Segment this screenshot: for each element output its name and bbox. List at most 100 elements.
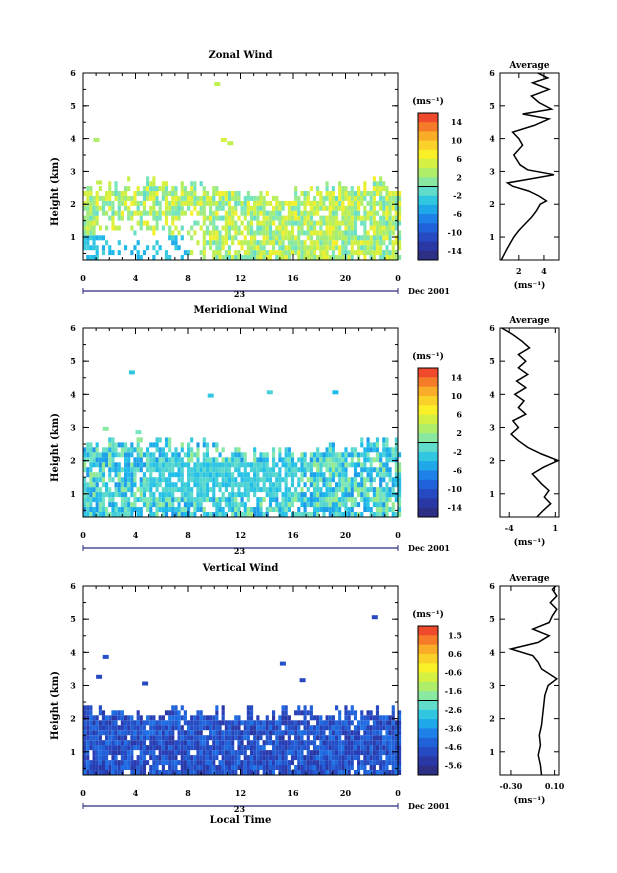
- data-cell: [294, 735, 298, 741]
- data-cell: [319, 507, 323, 512]
- panel-title: Vertical Wind: [202, 563, 279, 574]
- data-cell: [237, 730, 241, 736]
- data-cell: [313, 205, 317, 211]
- data-cell: [120, 720, 124, 726]
- data-cell: [111, 497, 115, 503]
- data-cell: [240, 730, 244, 736]
- data-cell: [350, 205, 354, 211]
- data-cell: [174, 447, 178, 453]
- data-cell: [372, 205, 376, 211]
- data-cell: [294, 200, 298, 206]
- data-cell: [108, 215, 112, 221]
- data-cell: [136, 186, 140, 192]
- data-cell: [382, 740, 386, 746]
- data-cell: [221, 760, 225, 766]
- data-cell: [294, 740, 298, 746]
- data-cell: [303, 457, 307, 463]
- data-cell: [155, 442, 159, 448]
- data-cell: [221, 462, 225, 468]
- data-cell: [335, 240, 339, 246]
- x-tick-label: 0: [395, 530, 401, 540]
- data-cell: [335, 770, 339, 775]
- data-cell: [142, 452, 147, 458]
- data-field: [83, 615, 402, 775]
- data-cell: [369, 195, 373, 201]
- data-cell: [253, 725, 257, 731]
- data-cell: [300, 467, 304, 473]
- colorbar-segment: [418, 626, 438, 636]
- data-cell: [205, 492, 210, 498]
- data-cell: [202, 255, 206, 260]
- data-cell: [168, 482, 172, 488]
- data-cell: [335, 487, 339, 493]
- data-cell: [92, 255, 96, 260]
- data-cell: [155, 191, 159, 196]
- data-cell: [328, 730, 332, 736]
- data-cell: [375, 735, 380, 741]
- average-y-tick-label: 2: [489, 456, 495, 466]
- data-cell: [127, 755, 131, 761]
- data-cell: [360, 765, 364, 770]
- data-cell: [183, 765, 187, 770]
- data-cell: [388, 492, 392, 498]
- data-cell: [262, 472, 266, 478]
- data-cell: [183, 740, 187, 746]
- colorbar-tick-label: 10: [451, 136, 463, 146]
- data-cell: [86, 710, 90, 716]
- data-cell: [202, 437, 206, 443]
- data-cell: [341, 191, 345, 196]
- data-cell: [205, 482, 210, 488]
- data-cell: [319, 472, 323, 478]
- data-cell: [240, 497, 244, 503]
- x-axis-label: Local Time: [210, 815, 272, 826]
- data-cell: [215, 215, 219, 221]
- colorbar-tick-label: -2: [453, 447, 462, 457]
- data-cell: [108, 720, 112, 726]
- data-cell: [117, 225, 121, 231]
- data-cell: [313, 225, 317, 231]
- data-cell: [297, 750, 301, 756]
- data-cell: [275, 755, 279, 761]
- data-cell: [353, 755, 358, 761]
- data-cell: [130, 467, 134, 473]
- data-cell: [335, 467, 339, 473]
- data-cell: [221, 750, 225, 756]
- data-cell: [95, 750, 99, 756]
- data-cell: [205, 200, 210, 206]
- data-cell: [120, 765, 124, 770]
- data-cell: [243, 512, 247, 517]
- panel-title: Zonal Wind: [208, 50, 272, 61]
- data-cell: [253, 240, 257, 246]
- colorbar-segment: [418, 663, 438, 674]
- data-cell: [353, 740, 358, 746]
- data-cell: [306, 720, 310, 726]
- data-cell: [319, 745, 323, 751]
- data-cell: [89, 715, 93, 721]
- data-cell: [146, 497, 150, 503]
- data-cell: [231, 462, 235, 468]
- data-cell: [111, 755, 115, 761]
- data-cell: [190, 720, 194, 726]
- data-cell: [275, 740, 279, 746]
- data-cell: [101, 770, 106, 775]
- data-cell: [114, 750, 118, 756]
- data-cell: [363, 730, 367, 736]
- data-cell: [124, 760, 128, 766]
- data-cell: [114, 452, 118, 458]
- data-cell: [306, 467, 310, 473]
- data-cell: [218, 745, 222, 751]
- data-cell: [363, 462, 367, 468]
- data-cell: [262, 220, 266, 226]
- data-cell: [83, 740, 87, 746]
- data-cell: [253, 452, 257, 458]
- data-cell: [309, 760, 313, 766]
- data-cell: [111, 502, 115, 508]
- data-cell: [199, 745, 203, 751]
- data-cell: [306, 710, 310, 716]
- data-cell: [344, 735, 348, 741]
- data-cell: [322, 215, 326, 221]
- data-cell: [246, 735, 250, 741]
- data-cell: [379, 497, 383, 503]
- data-cell: [268, 735, 273, 741]
- data-cell: [164, 250, 169, 256]
